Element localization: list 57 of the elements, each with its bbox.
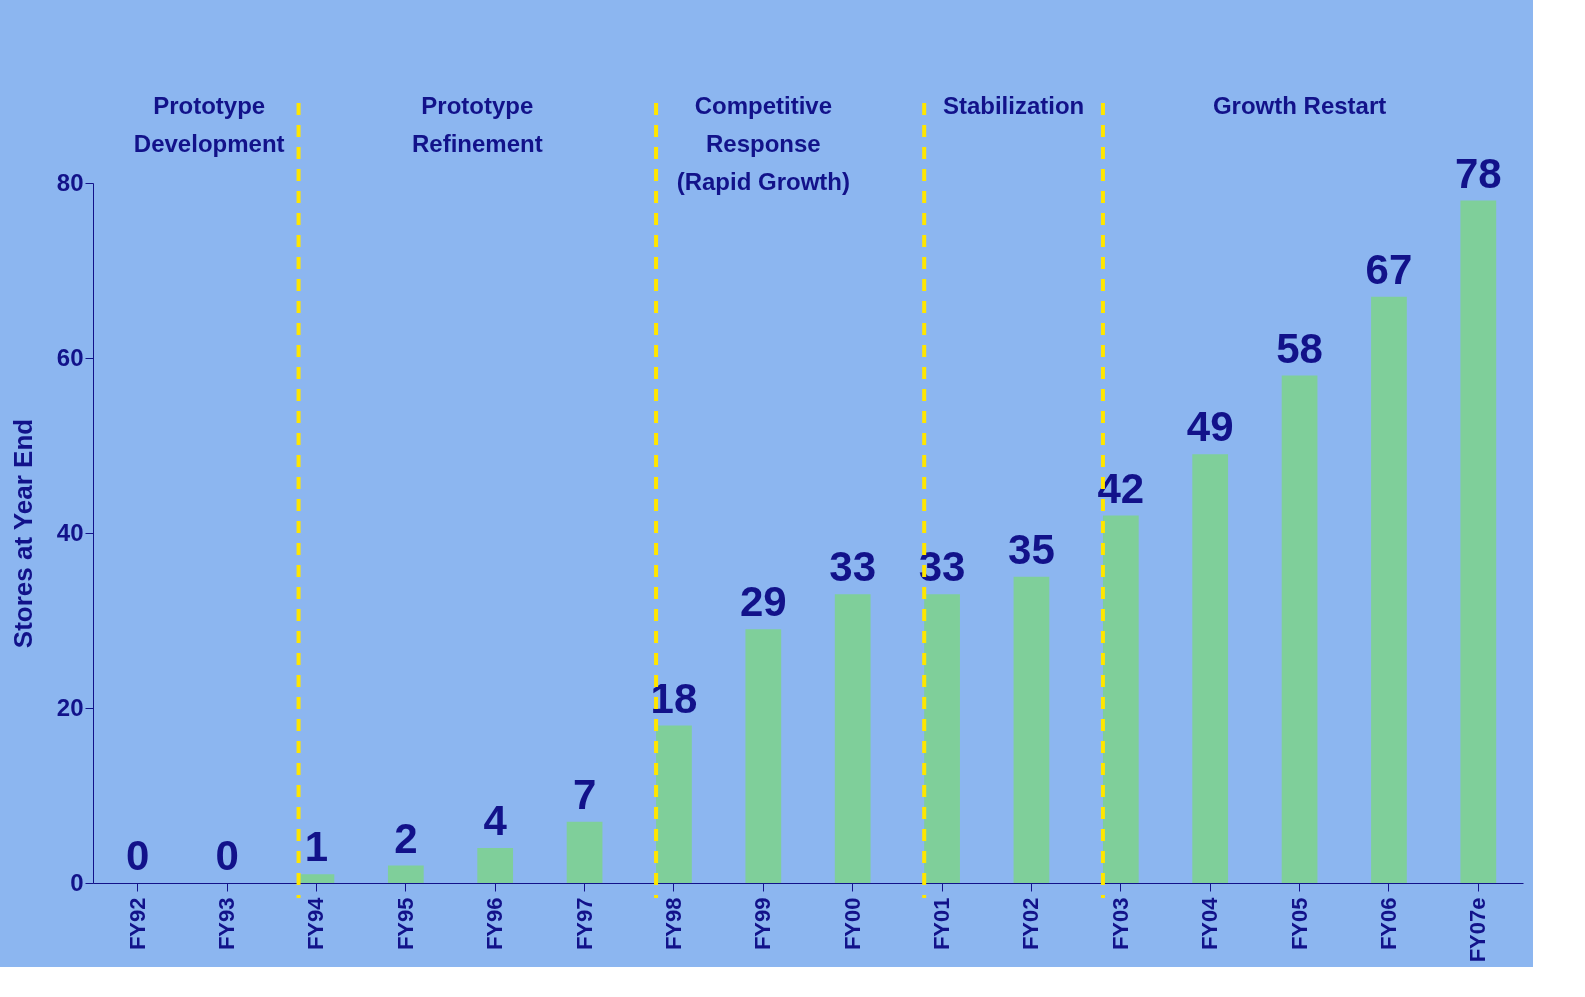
- bar: [1102, 515, 1139, 883]
- data-label: 4: [483, 797, 508, 844]
- data-label: 1: [304, 823, 329, 871]
- x-tick-label: FY02: [1018, 897, 1044, 951]
- y-tick-label: 60: [56, 343, 84, 371]
- x-tick-label: FY07e: [1465, 897, 1491, 963]
- data-label: 0: [215, 832, 239, 879]
- data-label: 58: [1276, 324, 1323, 372]
- x-tick-label: FY00: [839, 897, 865, 951]
- y-axis-title: Stores at Year End: [7, 418, 38, 649]
- bar: [1460, 200, 1497, 883]
- data-label: 67: [1365, 245, 1413, 293]
- x-tick-label: FY99: [750, 897, 776, 951]
- bar: [1281, 375, 1318, 883]
- y-tick-label: 80: [56, 168, 84, 196]
- y-tick-label: 40: [56, 518, 84, 546]
- bar: [477, 848, 514, 883]
- x-tick-label: FY94: [303, 896, 329, 951]
- bar: [834, 594, 871, 883]
- data-label: 33: [918, 543, 966, 591]
- x-tick-label: FY98: [660, 897, 686, 951]
- data-label: 0: [126, 832, 150, 879]
- text: Prototype Development: [133, 92, 285, 157]
- bar: [1192, 454, 1229, 883]
- text: Growth Restart: [1212, 92, 1387, 119]
- data-label: 33: [829, 543, 877, 591]
- data-label: 49: [1186, 403, 1234, 451]
- x-tick-label: FY92: [124, 897, 150, 951]
- x-tick-label: FY93: [214, 897, 240, 951]
- data-label: 7: [572, 770, 597, 818]
- x-tick-label: FY06: [1375, 897, 1401, 951]
- x-tick-label: FY04: [1197, 896, 1223, 951]
- data-label: 78: [1454, 149, 1502, 197]
- bar: [1013, 576, 1050, 883]
- y-tick-label: 20: [56, 693, 84, 721]
- bar: [924, 594, 960, 883]
- x-tick-label: FY01: [929, 897, 955, 951]
- bar: [298, 874, 335, 883]
- text: Prototype Refinement: [411, 92, 543, 157]
- bar: [1371, 296, 1407, 883]
- x-tick-label: FY95: [392, 897, 418, 951]
- annotation: Competitive Response (Rapid Growth): [676, 92, 850, 195]
- data-label: 35: [1008, 525, 1055, 573]
- bar: [387, 865, 424, 883]
- data-label: 2: [394, 814, 418, 862]
- bar: [656, 725, 692, 883]
- x-tick-label: FY96: [482, 897, 508, 951]
- x-tick-label: FY05: [1286, 897, 1312, 951]
- x-tick-label: FY97: [571, 897, 597, 951]
- data-label: 18: [650, 674, 698, 722]
- x-tick-label: FY03: [1107, 897, 1133, 951]
- text: Stabilization: [942, 92, 1085, 119]
- y-tick-label: 0: [70, 868, 84, 896]
- bar: [745, 629, 782, 883]
- bar: [566, 821, 603, 883]
- data-label: 29: [739, 578, 787, 626]
- data-label: 42: [1097, 464, 1145, 512]
